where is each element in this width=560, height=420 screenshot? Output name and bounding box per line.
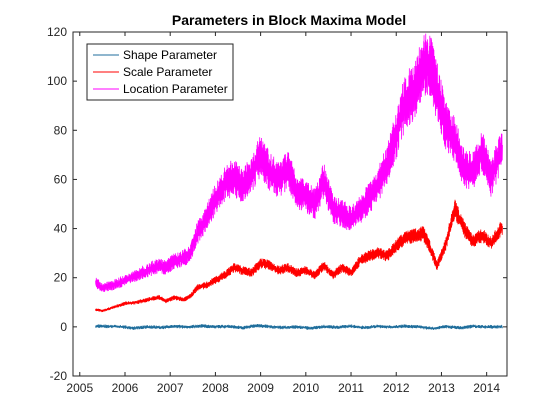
y-tick-label: -20 <box>50 369 68 383</box>
y-tick-label: 120 <box>47 25 67 39</box>
legend-label: Scale Parameter <box>123 65 212 79</box>
y-tick-label: 80 <box>54 123 68 137</box>
x-tick-label: 2005 <box>66 381 93 395</box>
x-tick-label: 2011 <box>338 381 364 395</box>
chart-title: Parameters in Block Maxima Model <box>172 12 406 28</box>
series-line-0 <box>95 324 503 330</box>
x-tick-label: 2013 <box>428 381 455 395</box>
x-axis: 2005 2006 2007 2008 2009 2010 2011 2012 2013 2014 <box>66 32 500 395</box>
y-tick-label: 100 <box>47 74 67 88</box>
y-tick-label: 0 <box>60 320 67 334</box>
y-tick-label: 60 <box>54 172 68 186</box>
y-tick-label: 40 <box>54 222 68 236</box>
x-tick-label: 2008 <box>202 381 229 395</box>
axes-box <box>72 31 508 377</box>
series-group <box>95 33 503 330</box>
x-tick-label: 2006 <box>112 381 139 395</box>
legend: Shape Parameter Scale Parameter Location P… <box>86 43 234 101</box>
x-tick-label: 2007 <box>157 381 184 395</box>
series-line-1 <box>95 199 503 313</box>
x-tick-label: 2014 <box>473 381 500 395</box>
legend-label: Location Parameter <box>123 82 228 96</box>
series-line-2 <box>95 33 503 293</box>
x-tick-label: 2010 <box>292 381 319 395</box>
legend-label: Shape Parameter <box>123 48 217 62</box>
y-axis: -20 0 20 40 60 80 100 120 <box>47 25 507 383</box>
x-tick-label: 2012 <box>383 381 410 395</box>
x-tick-label: 2009 <box>247 381 274 395</box>
y-tick-label: 20 <box>54 271 68 285</box>
